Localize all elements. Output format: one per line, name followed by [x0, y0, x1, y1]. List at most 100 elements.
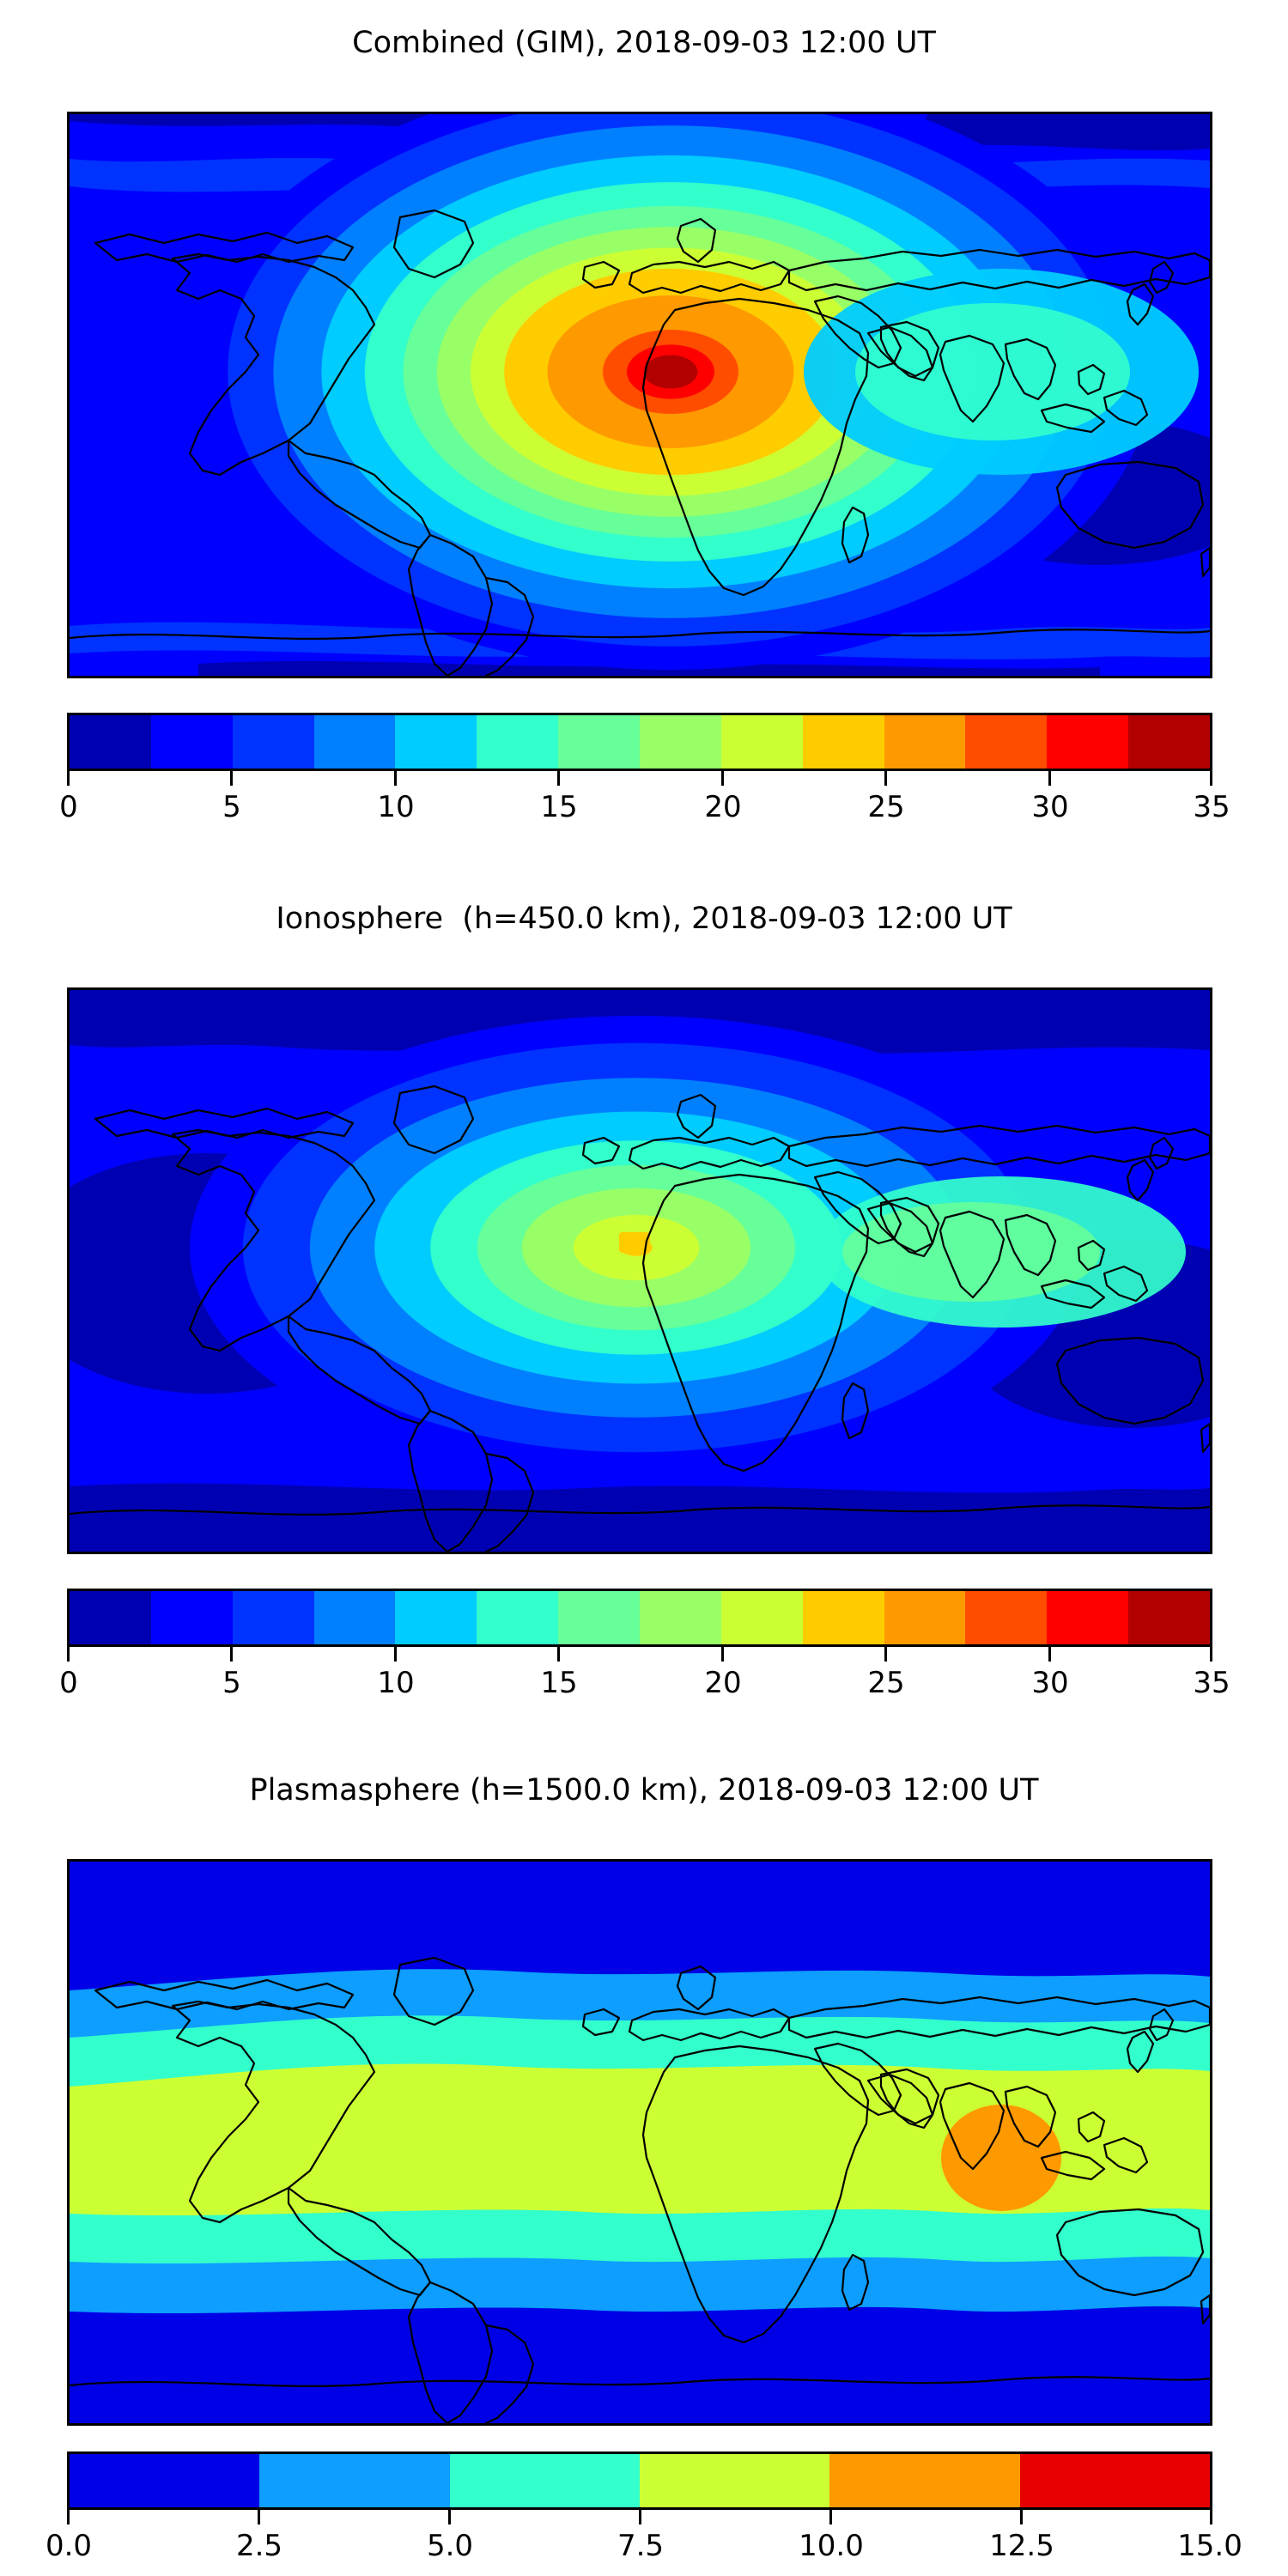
- coastlines: [70, 1956, 1210, 2423]
- colorbar-segment: [1047, 715, 1129, 769]
- colorbar-tick-label: 15.0: [1177, 2529, 1242, 2563]
- colorbar-segment: [640, 1591, 721, 1644]
- colorbar-tick: [829, 2510, 832, 2524]
- map-plasmasphere: [67, 1859, 1212, 2426]
- map-svg: [70, 114, 1210, 676]
- colorbar-tick-labels: 0 5 10 15 20 25 30 35: [0, 790, 1288, 831]
- colorbar-tick-label: 30: [1031, 1666, 1069, 1700]
- colorbar-segment: [1128, 715, 1210, 769]
- colorbar-tick-label: 10: [377, 1666, 415, 1700]
- colorbar-segment: [395, 1591, 477, 1644]
- colorbar-ionosphere: [67, 1589, 1212, 1647]
- colorbar-tick: [557, 771, 560, 786]
- panel-combined-gim: Combined (GIM), 2018-09-03 12:00 UT: [0, 0, 1288, 859]
- map-svg: [70, 990, 1210, 1552]
- colorbar-segment: [259, 2454, 450, 2507]
- colorbar-segment: [965, 715, 1048, 769]
- colorbar-tick-label: 7.5: [617, 2529, 665, 2563]
- colorbar-segment: [313, 715, 396, 769]
- map-svg: [70, 1862, 1210, 2423]
- colorbar-segment: [70, 1591, 151, 1644]
- colorbar-segment: [150, 1591, 233, 1644]
- colorbar-tick: [557, 1647, 560, 1662]
- colorbar-tick: [230, 771, 233, 786]
- colorbar-tick-label: 0.0: [45, 2529, 93, 2563]
- colorbar-tick: [67, 1647, 70, 1662]
- colorbar-segment: [640, 715, 721, 769]
- colorbar-ticks: [67, 771, 1212, 788]
- colorbar-tick: [1210, 771, 1212, 786]
- colorbar-tick-label: 5: [222, 1666, 241, 1700]
- panel-title: Ionosphere (h=450.0 km), 2018-09-03 12:0…: [276, 902, 1012, 936]
- colorbar-tick-label: 10: [377, 790, 415, 824]
- colorbar-segment: [449, 2454, 640, 2507]
- panel-ionosphere: Ionosphere (h=450.0 km), 2018-09-03 12:0…: [0, 863, 1288, 1730]
- colorbar-plasmasphere: [67, 2451, 1212, 2510]
- colorbar-tick: [394, 771, 397, 786]
- colorbar-tick-labels: 0 5 10 15 20 25 30 35: [0, 1666, 1288, 1707]
- colorbar-segment: [395, 715, 477, 769]
- colorbar-tick-label: 25: [867, 1666, 905, 1700]
- colorbar-tick-label: 15: [540, 790, 578, 824]
- map-ionosphere: [67, 987, 1212, 1554]
- coastlines: [70, 209, 1210, 676]
- colorbar-tick-labels: 0.0 2.5 5.0 7.5 10.0 12.5 15.0: [0, 2529, 1288, 2570]
- map-combined-gim: [67, 112, 1212, 678]
- colorbar-tick: [67, 2510, 70, 2524]
- colorbar-segment: [70, 715, 151, 769]
- colorbar-tick-label: 5.0: [426, 2529, 474, 2563]
- colorbar-segment: [150, 715, 233, 769]
- colorbar-tick: [1210, 2510, 1212, 2524]
- colorbar-tick-label: 20: [704, 1666, 742, 1700]
- colorbar-tick-label: 5: [222, 790, 241, 824]
- colorbar-segment: [1047, 1591, 1129, 1644]
- coastlines: [70, 1084, 1210, 1552]
- colorbar-segment: [558, 715, 640, 769]
- colorbar-tick-label: 20: [704, 790, 742, 824]
- colorbar-tick: [67, 771, 70, 786]
- colorbar-segment: [802, 1591, 884, 1644]
- colorbar-combined-gim: [67, 713, 1212, 771]
- colorbar-segment: [720, 1591, 803, 1644]
- panel-title: Plasmasphere (h=1500.0 km), 2018-09-03 1…: [249, 1773, 1039, 1807]
- colorbar-tick: [639, 2510, 641, 2524]
- colorbar-segment: [1128, 1591, 1210, 1644]
- colorbar-segment: [884, 715, 966, 769]
- colorbar-segment: [829, 2454, 1020, 2507]
- colorbar-segment: [558, 1591, 640, 1644]
- colorbar-tick: [1048, 771, 1051, 786]
- colorbar-segment: [965, 1591, 1048, 1644]
- colorbar-tick: [721, 771, 724, 786]
- colorbar-segment: [477, 1591, 559, 1644]
- colorbar-tick-label: 30: [1031, 790, 1069, 824]
- colorbar-tick: [230, 1647, 233, 1662]
- colorbar-tick: [258, 2510, 260, 2524]
- colorbar-tick: [721, 1647, 724, 1662]
- colorbar-tick: [884, 1647, 887, 1662]
- colorbar-ticks: [67, 2510, 1212, 2527]
- panel-plasmasphere: Plasmasphere (h=1500.0 km), 2018-09-03 1…: [0, 1735, 1288, 2576]
- colorbar-segment: [640, 2454, 830, 2507]
- colorbar-segment: [720, 715, 803, 769]
- colorbar-tick-label: 15: [540, 1666, 578, 1700]
- colorbar-segment: [802, 715, 884, 769]
- colorbar-tick: [1020, 2510, 1023, 2524]
- colorbar-segment: [232, 715, 314, 769]
- colorbar-tick-label: 0: [59, 790, 78, 824]
- colorbar-tick-label: 12.5: [989, 2529, 1054, 2563]
- panel-title: Combined (GIM), 2018-09-03 12:00 UT: [352, 26, 936, 60]
- colorbar-tick-label: 35: [1193, 1666, 1230, 1700]
- colorbar-segment: [232, 1591, 314, 1644]
- colorbar-segment: [477, 715, 559, 769]
- colorbar-tick-label: 35: [1193, 790, 1230, 824]
- colorbar-tick: [1048, 1647, 1051, 1662]
- colorbar-tick-label: 10.0: [799, 2529, 864, 2563]
- colorbar-tick: [884, 771, 887, 786]
- colorbar-tick: [394, 1647, 397, 1662]
- colorbar-segment: [70, 2454, 260, 2507]
- colorbar-tick: [1210, 1647, 1212, 1662]
- colorbar-tick-label: 0: [59, 1666, 78, 1700]
- colorbar-segment: [884, 1591, 966, 1644]
- colorbar-ticks: [67, 1647, 1212, 1664]
